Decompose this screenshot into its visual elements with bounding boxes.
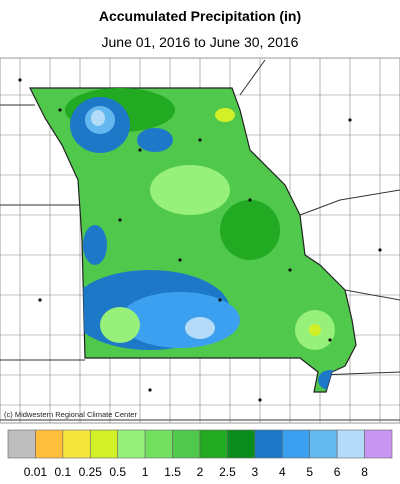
- legend-swatch: [309, 429, 338, 459]
- legend-swatch: [35, 429, 64, 459]
- title: Accumulated Precipitation (in): [99, 8, 301, 24]
- legend-label: 6: [334, 465, 341, 479]
- legend-swatch: [89, 429, 119, 459]
- legend-swatch: [62, 429, 91, 459]
- stations: [18, 78, 382, 402]
- legend-label: 1: [142, 465, 149, 479]
- legend-label: 2.5: [219, 465, 236, 479]
- legend-label: 0.01: [24, 465, 48, 479]
- legend-swatch: [144, 429, 173, 459]
- legend-label: 0.25: [79, 465, 103, 479]
- map: (c) Midwestern Regional Climate Center: [0, 57, 400, 424]
- legend-label: 3: [252, 465, 259, 479]
- legend-label: 8: [361, 465, 368, 479]
- legend-swatch: [172, 429, 201, 459]
- legend-swatch: [7, 429, 36, 459]
- legend-swatch: [199, 429, 228, 459]
- legend-label: 0.1: [55, 465, 72, 479]
- legend-swatch: [364, 429, 393, 459]
- legend-swatch: [254, 429, 283, 459]
- legend-swatch: [227, 429, 256, 459]
- state-lines: [0, 59, 400, 421]
- legend-label: 5: [306, 465, 313, 479]
- credit: (c) Midwestern Regional Climate Center: [4, 410, 137, 419]
- subtitle: June 01, 2016 to June 30, 2016: [102, 34, 299, 50]
- legend-label: 0.5: [109, 465, 126, 479]
- legend-swatch: [336, 429, 365, 459]
- legend: 0.01 0.1 0.25 0.5 1 1.5 2 2.5 3 4 5 6 8: [7, 429, 393, 479]
- precip-areas: [65, 88, 342, 390]
- legend-swatch: [281, 429, 311, 459]
- legend-label: 1.5: [164, 465, 181, 479]
- legend-label: 4: [279, 465, 286, 479]
- legend-swatch: [117, 429, 146, 459]
- legend-label: 2: [197, 465, 204, 479]
